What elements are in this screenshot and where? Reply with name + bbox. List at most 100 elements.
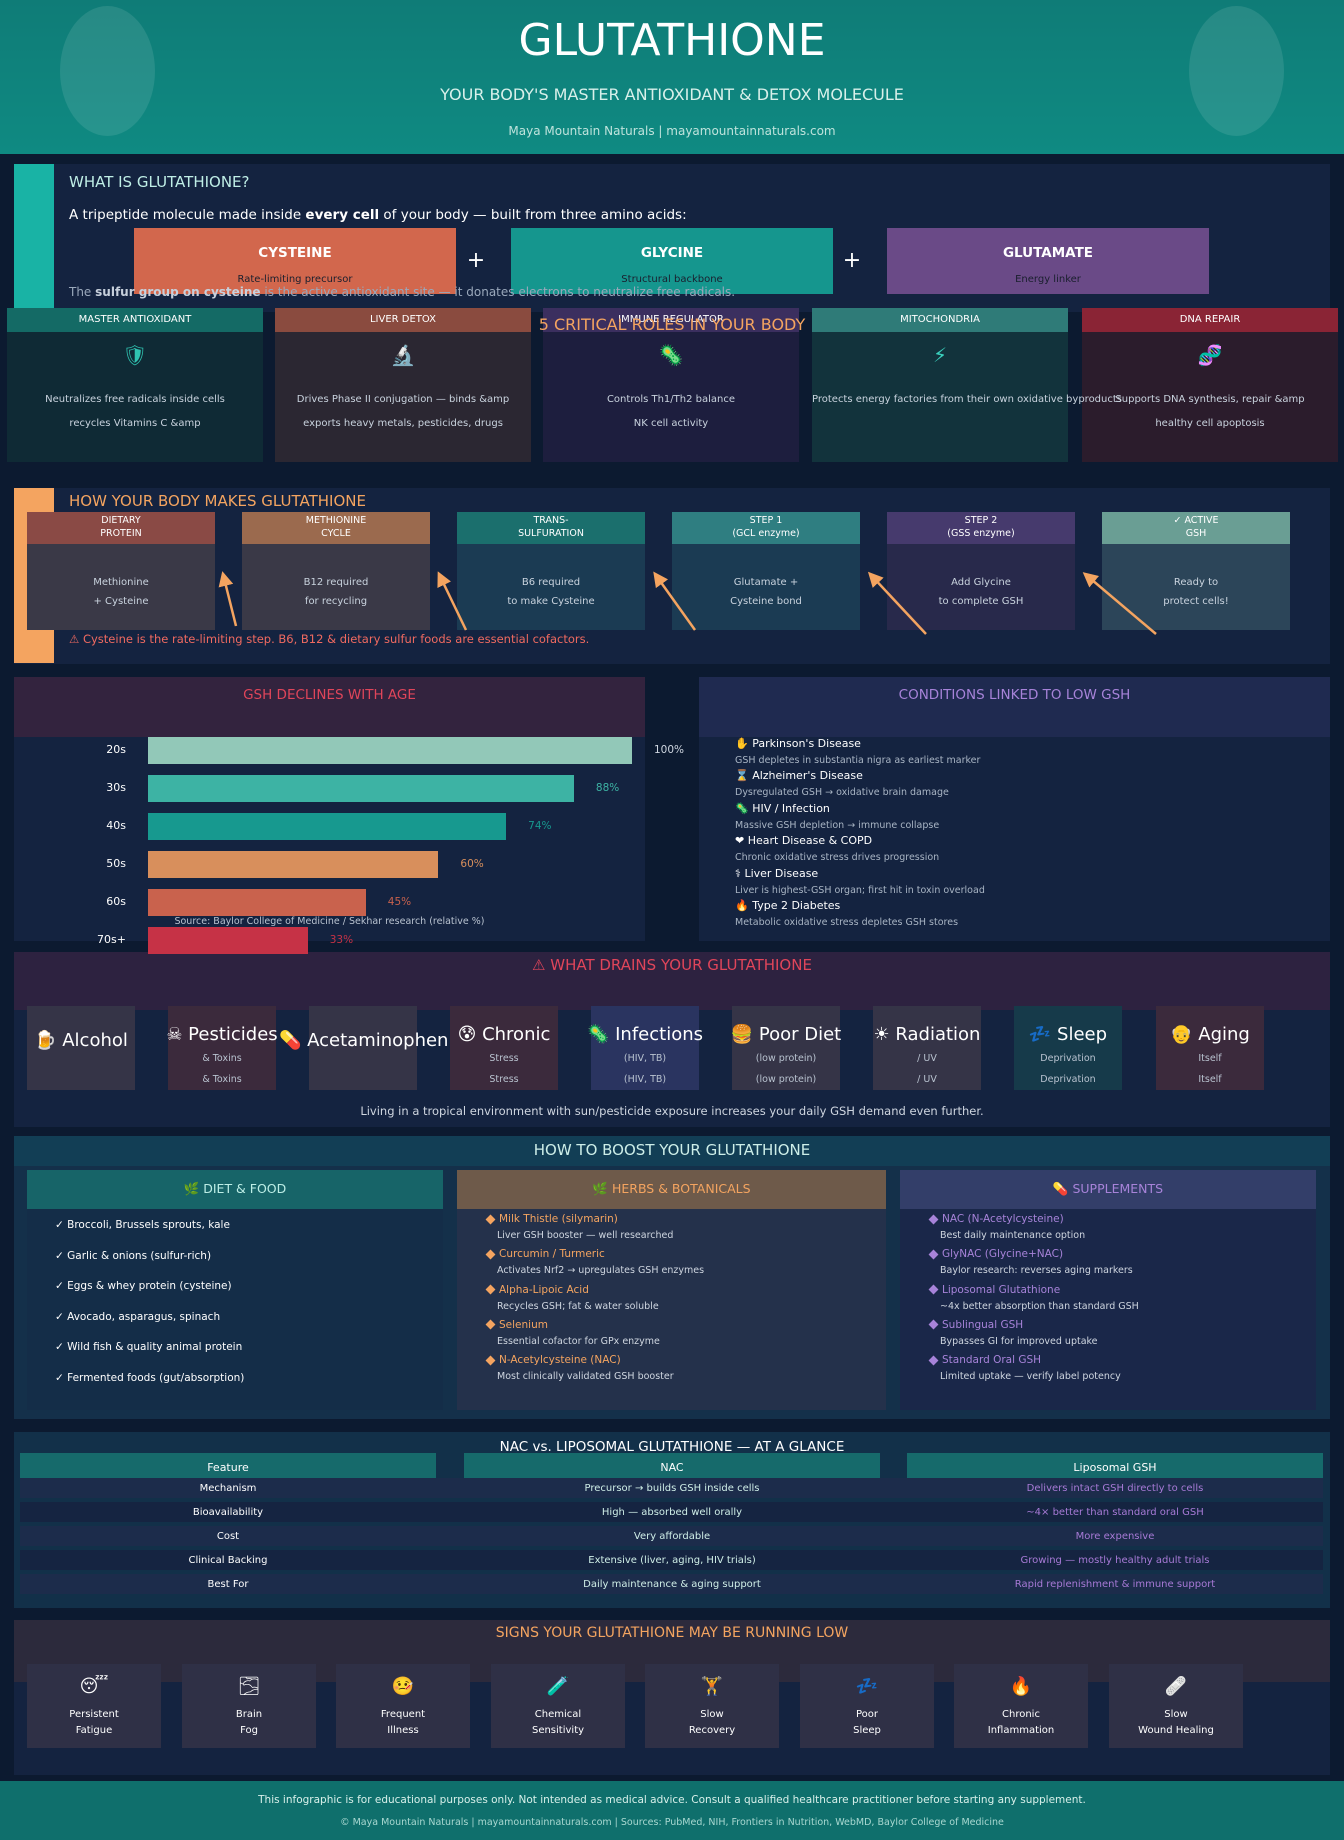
- item-desc: Liver GSH booster — well researched: [497, 1230, 674, 1241]
- footer-band: [0, 1781, 1344, 1840]
- role-card-header: [543, 308, 799, 332]
- section-heading: WHAT IS GLUTATHIONE?: [69, 173, 250, 191]
- item-desc: Activates Nrf2 → upregulates GSH enzymes: [497, 1265, 705, 1277]
- header-ornament: [1189, 6, 1284, 136]
- item-name: NAC (N-Acetylcysteine): [942, 1213, 1064, 1225]
- sign-icon: 💤: [855, 1675, 879, 1697]
- role-text: healthy cell apoptosis: [1155, 417, 1265, 429]
- sign-icon: 🤒: [391, 1675, 415, 1697]
- table-header-cell: [907, 1453, 1323, 1482]
- category-label: 20s: [106, 743, 126, 756]
- condition-desc: GSH depletes in substantia nigra as earl…: [735, 755, 981, 766]
- item-name: Standard Oral GSH: [942, 1354, 1042, 1367]
- warning: ⚠ Cysteine is the rate-limiting step. B6…: [69, 631, 590, 646]
- step-title: (GCL enzyme): [732, 528, 800, 539]
- sign-text: Wound Healing: [1138, 1724, 1214, 1736]
- accent-bar: [14, 164, 54, 311]
- step-card-header: [672, 512, 860, 544]
- drain-name: 🦠 Infections: [586, 1023, 703, 1045]
- value-label: 100%: [654, 744, 685, 756]
- step-text: to make Cysteine: [507, 595, 595, 607]
- table-cell: Delivers intact GSH directly to cells: [1026, 1482, 1204, 1494]
- category-label: 30s: [106, 781, 126, 794]
- drain-text: Itself: [1198, 1074, 1222, 1085]
- bold-text: every cell: [305, 207, 380, 223]
- sign-text: Sensitivity: [531, 1724, 585, 1736]
- sign-text: Chronic: [1002, 1708, 1040, 1720]
- intro-note: The sulfur group on cysteine is the acti…: [69, 284, 969, 300]
- table-cell: ~4× better than standard oral GSH: [1026, 1506, 1204, 1518]
- sign-card: [954, 1664, 1088, 1748]
- item-name: Alpha-Lipoic Acid: [499, 1283, 589, 1296]
- table-header: Liposomal GSH: [1073, 1461, 1157, 1474]
- chart-header: [14, 677, 645, 737]
- step-title: TRANS-: [533, 515, 569, 526]
- sign-icon: 🏋: [700, 1675, 724, 1697]
- sign-text: Illness: [387, 1724, 419, 1736]
- step-text: Methionine: [93, 576, 149, 588]
- drain-text: / UV: [917, 1074, 937, 1085]
- drain-text: Stress: [489, 1074, 519, 1085]
- table-cell: Best For: [207, 1578, 249, 1590]
- byline: Maya Mountain Naturals | mayamountainnat…: [508, 124, 836, 138]
- role-card-header: [7, 308, 263, 332]
- drain-card: [27, 1006, 135, 1090]
- sign-icon: 🔥: [1009, 1675, 1033, 1697]
- sign-icon: 😴: [79, 1675, 109, 1697]
- drain-text: & Toxins: [202, 1074, 242, 1085]
- table-cell: Cost: [216, 1530, 240, 1542]
- sign-card: [336, 1664, 470, 1748]
- drains-note: Living in a tropical environment with su…: [360, 1103, 984, 1118]
- drain-name: 💊 Acetaminophen: [279, 1029, 449, 1051]
- value-label: 60%: [460, 858, 484, 870]
- category-label: 60s: [106, 895, 126, 908]
- header-ornament: [60, 6, 155, 136]
- condition-name: ✋ Parkinson's Disease: [735, 737, 861, 750]
- table-header: NAC: [660, 1461, 684, 1474]
- step-text: + Cysteine: [93, 595, 149, 607]
- amino-role: Energy linker: [1015, 273, 1081, 285]
- sign-card: [1109, 1664, 1243, 1748]
- bar: [148, 812, 507, 840]
- table-cell: Extensive (liver, aging, HIV trials): [588, 1554, 756, 1566]
- column: [457, 1170, 886, 1410]
- bar: [148, 926, 308, 954]
- item-desc: Limited uptake — verify label potency: [940, 1371, 1121, 1383]
- amino-card: [134, 228, 456, 294]
- value-label: 88%: [595, 782, 620, 794]
- category-label: 50s: [106, 857, 126, 870]
- table-header: Feature: [207, 1461, 249, 1474]
- sign-text: Persistent: [69, 1708, 119, 1720]
- sign-text: Fatigue: [75, 1724, 113, 1736]
- step-title: CYCLE: [321, 528, 351, 539]
- sign-card: [491, 1664, 625, 1748]
- sign-card: [27, 1664, 161, 1748]
- amino-card: [511, 228, 833, 294]
- item-desc: Baylor research: reverses aging markers: [940, 1265, 1133, 1277]
- amino-name: GLYCINE: [640, 245, 704, 261]
- bar: [148, 888, 366, 916]
- sign-text: Brain: [235, 1708, 263, 1720]
- drain-text: Deprivation: [1040, 1053, 1096, 1064]
- sign-card: [800, 1664, 934, 1748]
- table-row: [20, 1478, 1323, 1498]
- drain-card: [1156, 1006, 1264, 1090]
- step-title: PROTEIN: [100, 528, 142, 539]
- table-row: [20, 1526, 1323, 1546]
- role-icon: 🧬: [1197, 343, 1223, 367]
- role-label: IMMUNE REGULATOR: [618, 313, 724, 325]
- step-card-header: [242, 512, 430, 544]
- sign-text: Inflammation: [987, 1724, 1055, 1736]
- sign-card: [645, 1664, 779, 1748]
- condition-name: 🦠 HIV / Infection: [735, 801, 830, 815]
- category-label: 70s+: [97, 933, 126, 946]
- drain-text: (HIV, TB): [623, 1053, 667, 1064]
- section-heading: HOW YOUR BODY MAKES GLUTATHIONE: [69, 492, 366, 510]
- drain-text: (HIV, TB): [623, 1074, 667, 1085]
- diet-item: ✓ Fermented foods (gut/absorption): [55, 1372, 245, 1384]
- condition-name: 🔥 Type 2 Diabetes: [735, 899, 841, 912]
- sign-text: Fog: [240, 1724, 258, 1736]
- column: [27, 1170, 443, 1410]
- drain-name: 🍔 Poor Diet: [730, 1023, 842, 1045]
- drain-text: Itself: [1198, 1053, 1222, 1064]
